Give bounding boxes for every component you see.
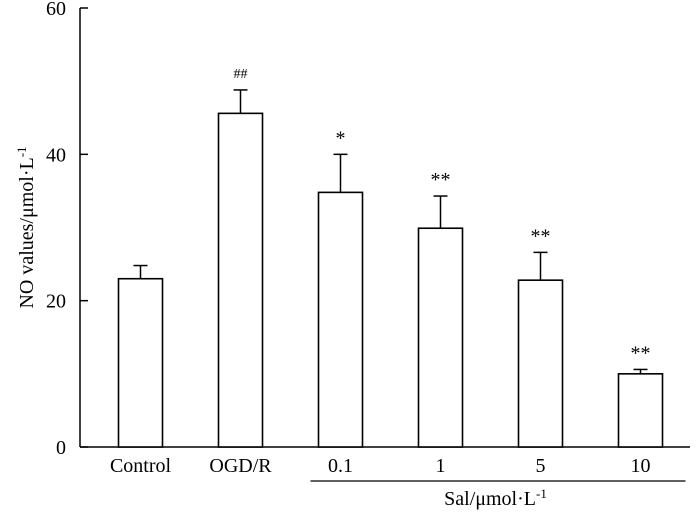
y-tick-label: 20 bbox=[46, 291, 66, 313]
bar-0-1 bbox=[317, 191, 364, 448]
group-label: Sal/μmol·L-1 bbox=[444, 486, 547, 511]
y-axis: 0 20 40 60 bbox=[46, 0, 690, 459]
group-label-main: Sal/μmol·L bbox=[444, 488, 536, 510]
category-label: Control bbox=[110, 455, 172, 477]
y-tick-label: 0 bbox=[56, 437, 66, 459]
y-tick-label: 40 bbox=[46, 144, 66, 166]
category-label: 1 bbox=[436, 455, 446, 477]
bars-group: ##******* bbox=[117, 67, 664, 448]
bar-5 bbox=[517, 279, 564, 448]
y-tick-label: 60 bbox=[46, 0, 66, 20]
y-axis-title-main: NO values/μmol·L bbox=[16, 157, 38, 308]
bar-control bbox=[117, 277, 164, 448]
category-label: 10 bbox=[631, 455, 651, 477]
category-labels: Control OGD/R 0.1 1 5 10 bbox=[110, 455, 651, 477]
significance-marker: ** bbox=[631, 342, 651, 364]
category-label: 5 bbox=[536, 455, 546, 477]
significance-marker: ** bbox=[531, 225, 551, 247]
category-label: 0.1 bbox=[328, 455, 353, 477]
y-axis-title: NO values/μmol·L-1 bbox=[14, 146, 39, 308]
bar-1 bbox=[417, 227, 464, 448]
bar-ogd-r bbox=[217, 112, 264, 448]
significance-marker: ## bbox=[234, 67, 248, 82]
significance-marker: * bbox=[336, 127, 346, 149]
significance-marker: ** bbox=[431, 169, 451, 191]
y-axis-title-superscript: -1 bbox=[14, 146, 29, 157]
bar-10 bbox=[617, 373, 664, 448]
category-label: OGD/R bbox=[209, 455, 272, 477]
group-label-superscript: -1 bbox=[536, 486, 547, 501]
